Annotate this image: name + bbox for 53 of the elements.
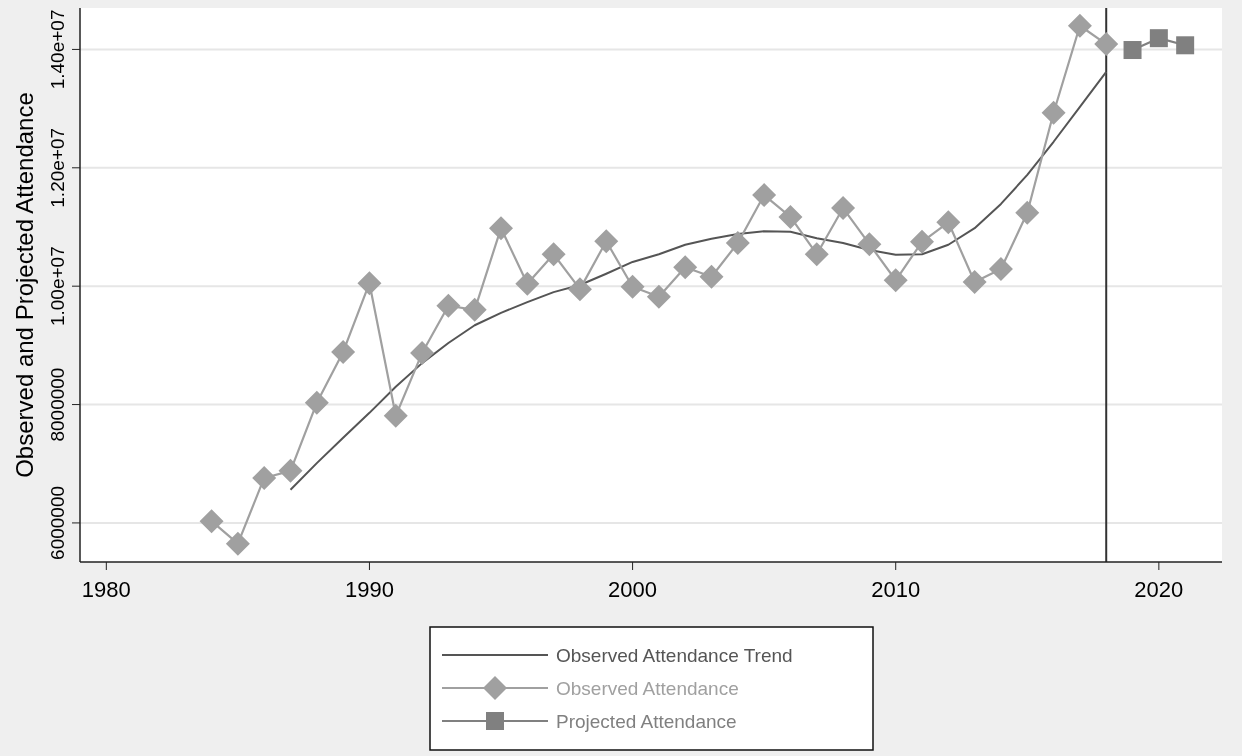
y-tick-label: 6000000: [47, 485, 68, 560]
y-axis-title: Observed and Projected Attendance: [11, 92, 38, 478]
point: [199, 509, 224, 534]
x-tick-label: 1980: [81, 577, 131, 602]
y-tick-label: 1.00e+07: [47, 246, 68, 327]
x-tick-label: 1990: [344, 577, 394, 602]
point: [515, 271, 540, 296]
point: [594, 229, 619, 254]
point: [567, 277, 592, 302]
point: [831, 196, 856, 221]
point: [988, 257, 1013, 282]
point: [725, 230, 750, 255]
point: [1015, 200, 1040, 225]
y-tick-label: 1.40e+07: [47, 9, 68, 90]
y-tick-label: 8000000: [47, 367, 68, 442]
point: [936, 210, 961, 235]
point: [778, 204, 803, 229]
point: [1123, 41, 1142, 60]
point: [1149, 29, 1168, 48]
point: [331, 339, 356, 364]
point: [357, 271, 382, 296]
point: [304, 390, 329, 415]
point: [225, 531, 250, 556]
point: [541, 242, 566, 267]
x-tick-label: 2010: [871, 577, 921, 602]
point: [1041, 100, 1066, 125]
point: [883, 268, 908, 293]
x-tick-label: 2000: [608, 577, 658, 602]
point: [1176, 36, 1195, 55]
point: [252, 465, 277, 490]
point: [462, 297, 487, 322]
point: [278, 458, 303, 483]
point: [1094, 32, 1119, 57]
x-tick-label: 2020: [1134, 577, 1184, 602]
point: [752, 183, 777, 208]
point: [1067, 13, 1092, 38]
point: [646, 284, 671, 309]
text: Observed Attendance Trend: [556, 645, 793, 666]
y-tick-label: 1.20e+07: [47, 127, 68, 208]
point: [910, 229, 935, 254]
point: [673, 255, 698, 280]
text: Observed Attendance: [556, 678, 739, 699]
point: [489, 216, 514, 241]
point: [383, 403, 408, 428]
point: [857, 232, 882, 257]
point: [804, 242, 829, 267]
text: Projected Attendance: [556, 711, 737, 732]
point: [699, 264, 724, 289]
point: [410, 341, 435, 366]
line-series: [289, 70, 1108, 491]
point: [962, 270, 987, 295]
point: [436, 293, 461, 318]
point: [620, 274, 645, 299]
